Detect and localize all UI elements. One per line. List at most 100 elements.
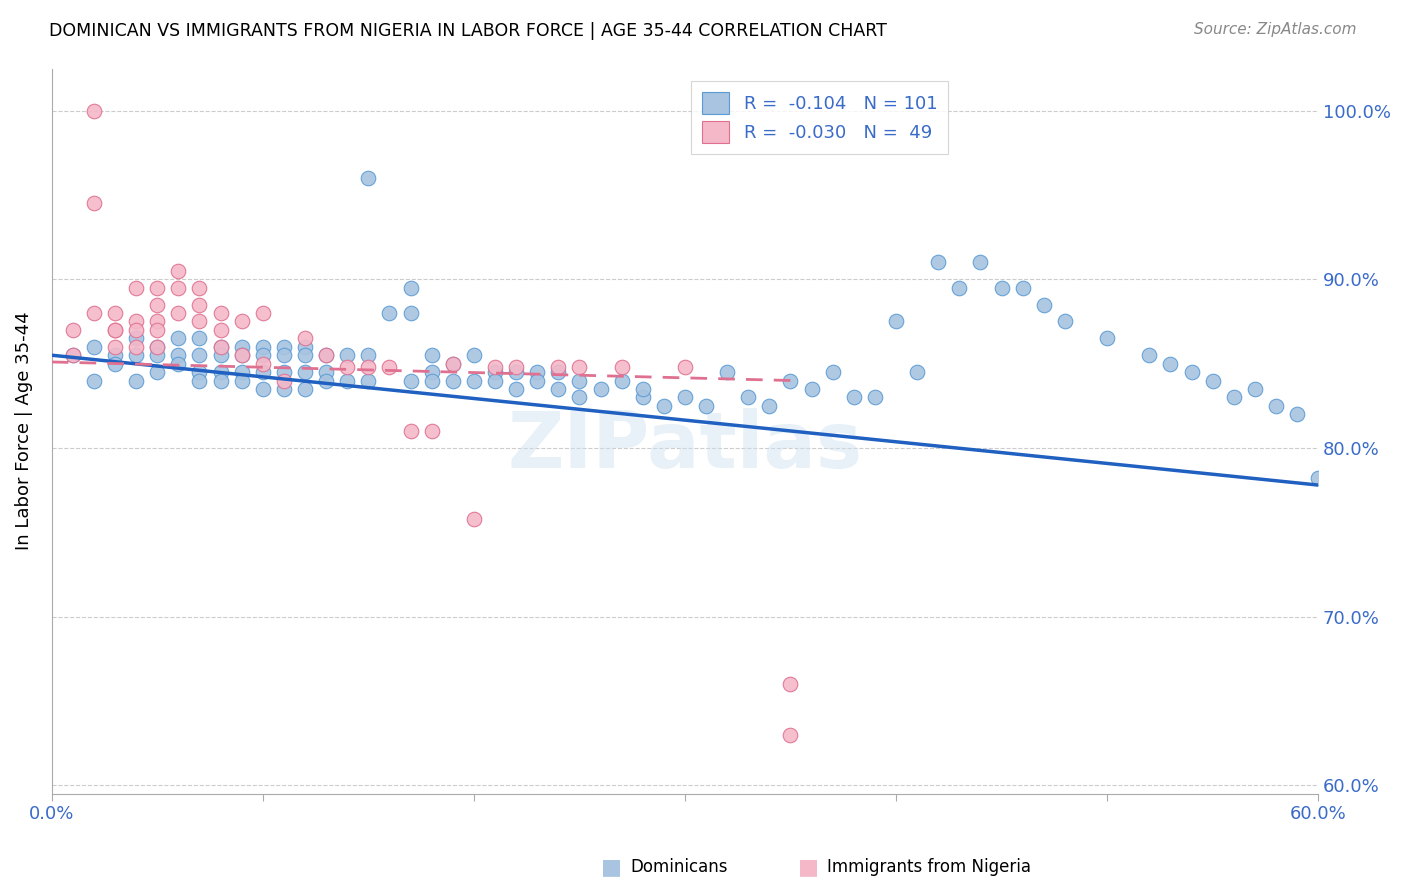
Point: [610, 359, 633, 374]
Point: [315, 365, 337, 379]
Point: [1053, 314, 1076, 328]
Point: [315, 374, 337, 388]
Point: [737, 390, 759, 404]
Text: Immigrants from Nigeria: Immigrants from Nigeria: [827, 858, 1031, 876]
Point: [779, 728, 801, 742]
Point: [125, 314, 148, 328]
Point: [209, 348, 232, 362]
Point: [1011, 281, 1033, 295]
Point: [1201, 374, 1223, 388]
Point: [821, 365, 844, 379]
Point: [146, 314, 169, 328]
Point: [167, 306, 190, 320]
Point: [336, 359, 359, 374]
Point: [357, 348, 380, 362]
Point: [188, 314, 211, 328]
Point: [463, 348, 485, 362]
Point: [716, 365, 738, 379]
Legend: R =  -0.104   N = 101, R =  -0.030   N =  49: R = -0.104 N = 101, R = -0.030 N = 49: [692, 81, 948, 154]
Point: [167, 331, 190, 345]
Point: [526, 374, 548, 388]
Point: [273, 340, 295, 354]
Point: [104, 348, 127, 362]
Point: [568, 390, 591, 404]
Point: [884, 314, 907, 328]
Point: [1159, 357, 1181, 371]
Point: [568, 359, 591, 374]
Point: [231, 365, 253, 379]
Point: [484, 365, 506, 379]
Point: [167, 357, 190, 371]
Point: [779, 374, 801, 388]
Point: [209, 340, 232, 354]
Point: [62, 323, 84, 337]
Point: [273, 348, 295, 362]
Point: [441, 357, 464, 371]
Point: [315, 348, 337, 362]
Point: [125, 340, 148, 354]
Point: [1180, 365, 1202, 379]
Point: [104, 357, 127, 371]
Point: [252, 340, 274, 354]
Point: [231, 314, 253, 328]
Point: [273, 382, 295, 396]
Point: [146, 323, 169, 337]
Point: [927, 255, 949, 269]
Point: [758, 399, 780, 413]
Text: Dominicans: Dominicans: [630, 858, 727, 876]
Point: [420, 348, 443, 362]
Point: [1137, 348, 1160, 362]
Point: [905, 365, 928, 379]
Point: [631, 382, 654, 396]
Point: [231, 340, 253, 354]
Point: [252, 382, 274, 396]
Point: [104, 340, 127, 354]
Point: [399, 306, 422, 320]
Point: [399, 424, 422, 438]
Point: [969, 255, 991, 269]
Point: [357, 374, 380, 388]
Point: [209, 374, 232, 388]
Point: [146, 340, 169, 354]
Point: [252, 306, 274, 320]
Point: [505, 382, 527, 396]
Text: DOMINICAN VS IMMIGRANTS FROM NIGERIA IN LABOR FORCE | AGE 35-44 CORRELATION CHAR: DOMINICAN VS IMMIGRANTS FROM NIGERIA IN …: [49, 22, 887, 40]
Point: [83, 306, 105, 320]
Point: [167, 348, 190, 362]
Point: [441, 357, 464, 371]
Point: [1243, 382, 1265, 396]
Point: [399, 281, 422, 295]
Point: [526, 365, 548, 379]
Text: ■: ■: [799, 857, 818, 877]
Point: [125, 348, 148, 362]
Point: [62, 348, 84, 362]
Point: [484, 374, 506, 388]
Point: [673, 359, 696, 374]
Point: [273, 374, 295, 388]
Point: [294, 365, 316, 379]
Point: [188, 331, 211, 345]
Point: [231, 348, 253, 362]
Text: Source: ZipAtlas.com: Source: ZipAtlas.com: [1194, 22, 1357, 37]
Point: [420, 365, 443, 379]
Point: [547, 382, 569, 396]
Point: [800, 382, 823, 396]
Point: [357, 359, 380, 374]
Point: [547, 359, 569, 374]
Point: [1095, 331, 1118, 345]
Point: [863, 390, 886, 404]
Point: [695, 399, 717, 413]
Point: [209, 306, 232, 320]
Point: [62, 348, 84, 362]
Point: [146, 365, 169, 379]
Point: [779, 677, 801, 691]
Point: [83, 374, 105, 388]
Text: ■: ■: [602, 857, 621, 877]
Point: [252, 357, 274, 371]
Point: [589, 382, 612, 396]
Point: [209, 323, 232, 337]
Point: [484, 359, 506, 374]
Point: [294, 348, 316, 362]
Point: [547, 365, 569, 379]
Point: [315, 348, 337, 362]
